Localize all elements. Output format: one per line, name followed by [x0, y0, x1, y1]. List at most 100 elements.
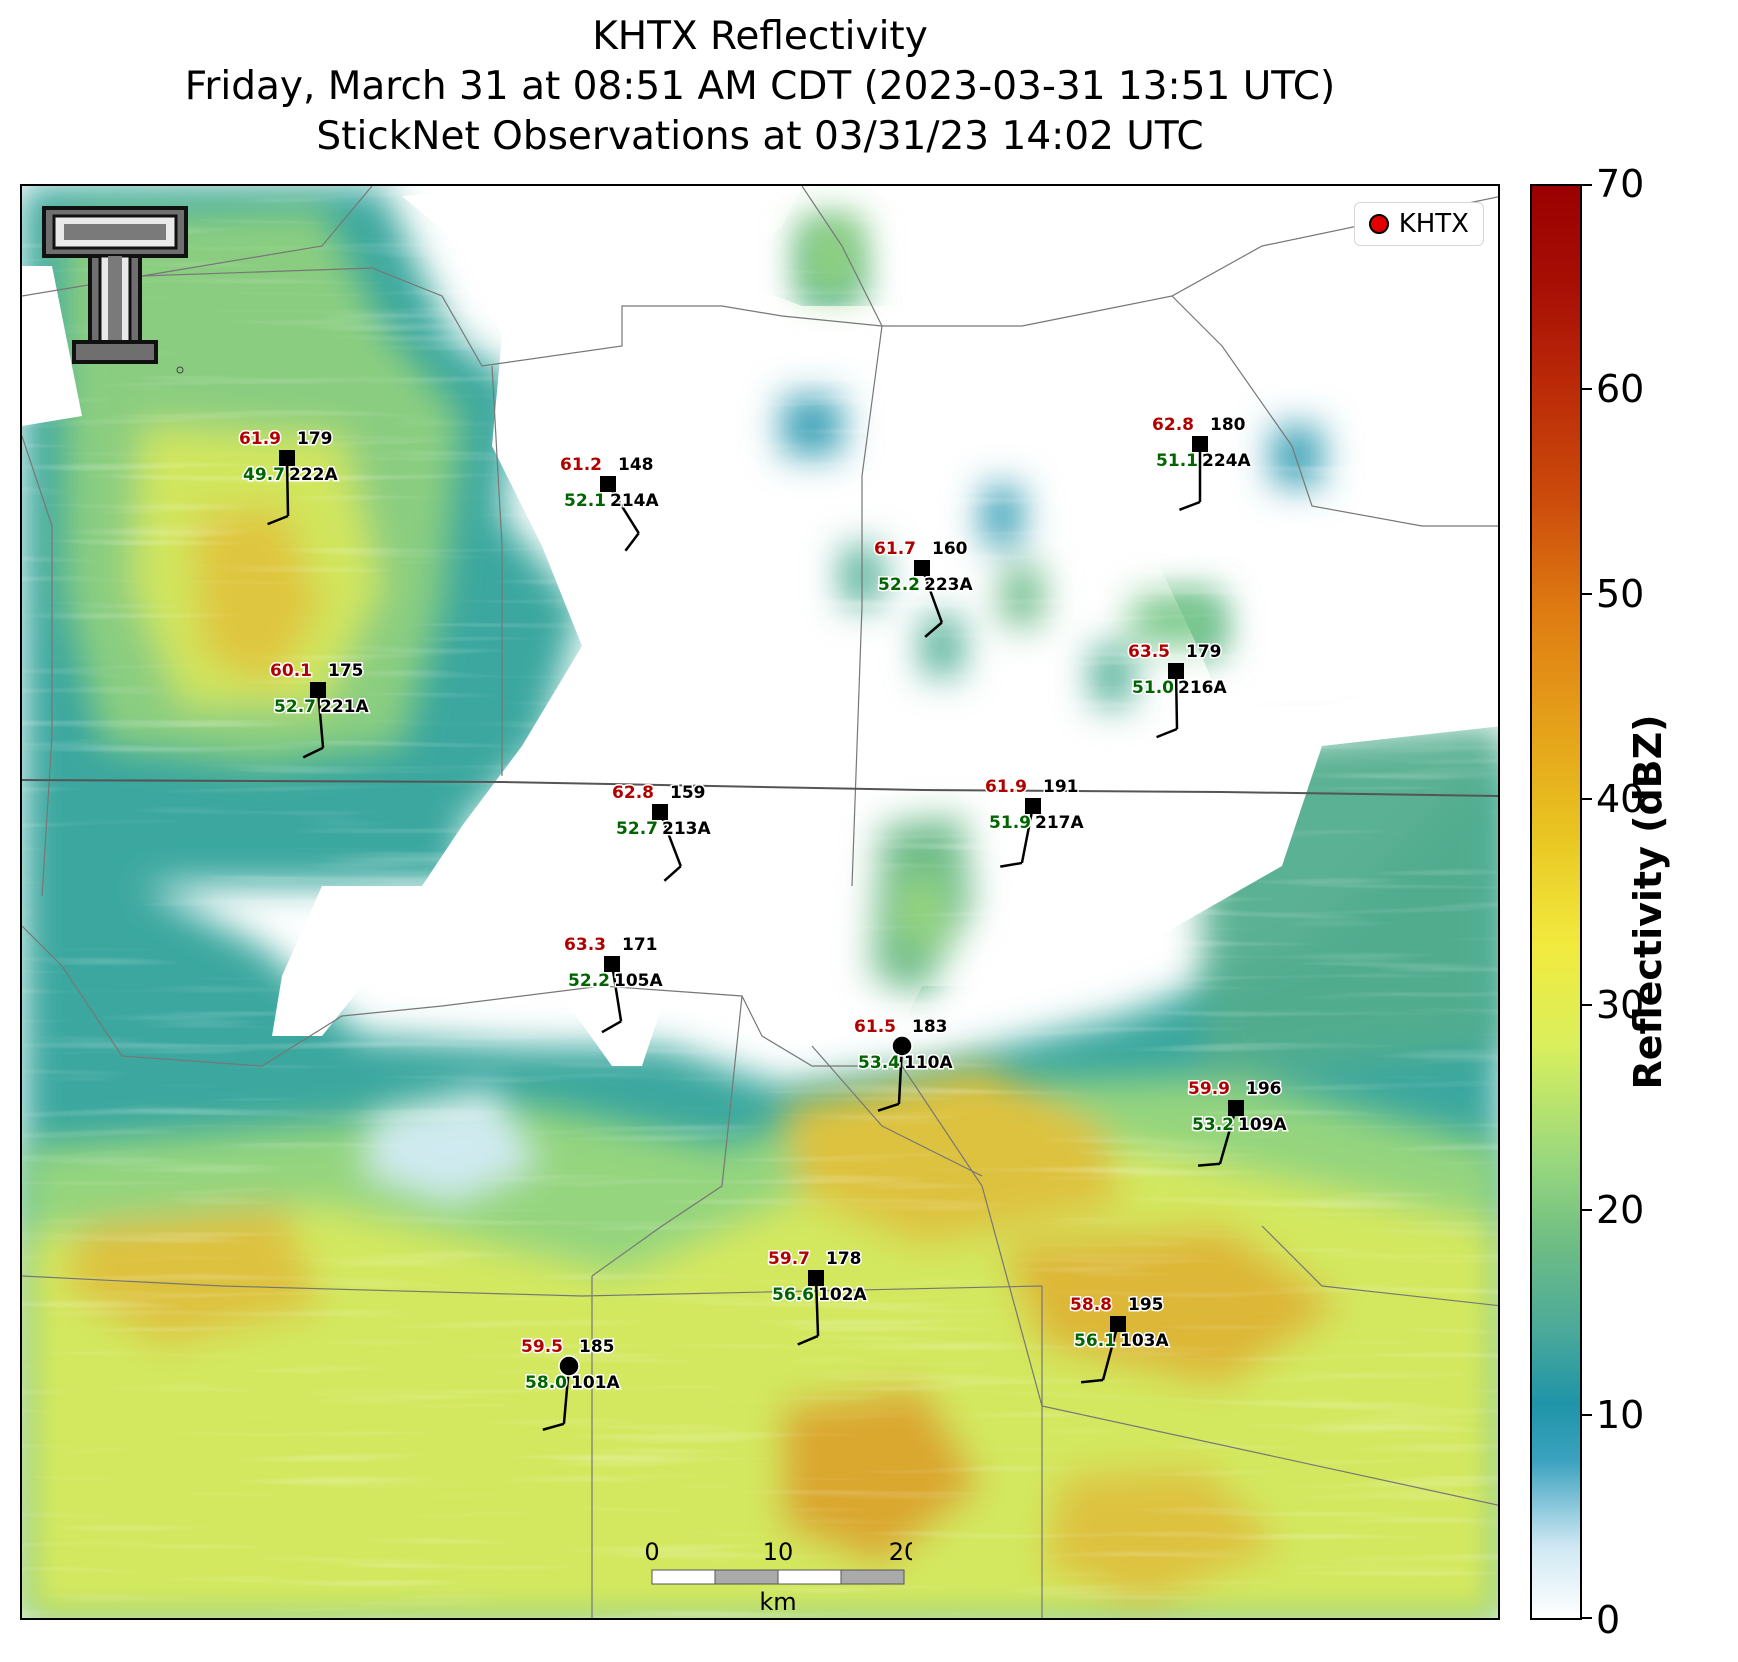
wind-barb-staff	[814, 1277, 820, 1337]
station-dewpoint: 52.7	[274, 697, 316, 717]
wind-barb-flag	[601, 1020, 622, 1034]
station-wind-direction: 171	[622, 935, 658, 955]
station-temperature: 61.2	[560, 455, 602, 475]
station-222A: 61.9 179 49.7 222A	[238, 428, 340, 526]
station-temperature: 62.8	[612, 783, 654, 803]
colorbar-tick-mark	[1582, 593, 1592, 596]
station-105A: 63.3 171 52.2 105A	[563, 934, 665, 1034]
station-dewpoint: 51.0	[1132, 678, 1174, 698]
station-wind-direction: 185	[579, 1337, 615, 1357]
station-id: 224A	[1202, 451, 1251, 471]
station-223A: 61.7 160 52.2 223A	[873, 538, 975, 638]
station-wind-direction: 179	[1186, 642, 1222, 662]
county-boundaries	[22, 186, 1498, 1618]
station-wind-direction: 148	[618, 455, 654, 475]
colorbar-tick-mark	[1582, 1413, 1592, 1416]
state-boundary	[22, 779, 1498, 797]
title-block: KHTX Reflectivity Friday, March 31 at 08…	[0, 12, 1520, 162]
station-dewpoint: 51.9	[989, 813, 1031, 833]
wind-barb-flag	[877, 1102, 900, 1112]
station-103A: 58.8 195 56.1 103A	[1069, 1294, 1171, 1384]
wind-barb-staff	[658, 811, 682, 867]
map-subtitle-obs: StickNet Observations at 03/31/23 14:02 …	[316, 114, 1204, 159]
station-marker-square-icon	[604, 956, 620, 972]
station-marker-square-icon	[1110, 1316, 1126, 1332]
station-dewpoint: 49.7	[243, 465, 285, 485]
wind-barb-flag	[1000, 861, 1023, 868]
colorbar-tick-label: 70	[1596, 162, 1645, 206]
station-dewpoint: 53.4	[858, 1053, 900, 1073]
colorbar: 0 10 20 30 40 50 60 70 Reflectivity (dBZ)	[1530, 165, 1738, 1639]
station-110A: 61.5 183 53.4 110A	[853, 1016, 955, 1112]
station-wind-direction: 159	[670, 783, 706, 803]
wind-barb-flag	[663, 865, 682, 882]
station-id: 216A	[1178, 678, 1227, 698]
station-temperature: 59.9	[1188, 1079, 1230, 1099]
wind-barb-flag	[302, 746, 324, 759]
scale-unit: km	[759, 1588, 796, 1616]
wind-barb-flag	[797, 1334, 819, 1346]
colorbar-tick-mark	[1582, 184, 1592, 186]
station-wind-direction: 180	[1210, 415, 1246, 435]
wind-barb-flag	[542, 1422, 565, 1431]
scale-tick-10: 10	[763, 1538, 794, 1566]
station-marker-circle-icon	[558, 1355, 580, 1377]
texas-tech-logo	[40, 204, 190, 384]
station-id: 101A	[571, 1373, 620, 1393]
wind-barb-flag	[1080, 1378, 1104, 1384]
station-id: 109A	[1238, 1115, 1287, 1135]
station-dewpoint: 56.1	[1074, 1331, 1116, 1351]
station-id: 103A	[1120, 1331, 1169, 1351]
station-marker-square-icon	[279, 450, 295, 466]
station-id: 110A	[904, 1053, 953, 1073]
station-marker-square-icon	[600, 476, 616, 492]
colorbar-tick-label: 30	[1596, 982, 1645, 1027]
station-213A: 62.8 159 52.7 213A	[611, 782, 713, 882]
station-temperature: 59.7	[768, 1249, 810, 1269]
wind-barb-staff	[1174, 670, 1179, 730]
wind-barb-staff	[1101, 1323, 1120, 1381]
station-temperature: 63.5	[1128, 642, 1170, 662]
station-109A: 59.9 196 53.2 109A	[1187, 1078, 1289, 1167]
station-temperature: 61.5	[854, 1017, 896, 1037]
station-marker-square-icon	[914, 560, 930, 576]
scale-bar: 0 10 20 km	[632, 1536, 912, 1616]
station-216A: 63.5 179 51.0 216A	[1127, 641, 1229, 739]
wind-barb-flag	[1178, 500, 1201, 511]
station-marker-square-icon	[310, 682, 326, 698]
scale-tick-0: 0	[644, 1538, 659, 1566]
colorbar-tick-mark	[1582, 1617, 1592, 1619]
station-102A: 59.7 178 56.6 102A	[767, 1248, 869, 1346]
colorbar-gradient	[1530, 184, 1582, 1620]
station-wind-direction: 195	[1128, 1295, 1164, 1315]
station-wind-direction: 191	[1043, 777, 1079, 797]
reflectivity-echoes	[22, 186, 1498, 1618]
colorbar-tick-label: 40	[1596, 777, 1645, 822]
wind-barb-staff	[606, 483, 640, 534]
station-temperature: 62.8	[1152, 415, 1194, 435]
station-marker-square-icon	[808, 1270, 824, 1286]
station-dewpoint: 52.2	[568, 971, 610, 991]
station-id: 217A	[1035, 813, 1084, 833]
station-id: 105A	[614, 971, 663, 991]
station-wind-direction: 196	[1246, 1079, 1282, 1099]
station-temperature: 61.7	[874, 539, 916, 559]
station-id: 214A	[610, 491, 659, 511]
station-temperature: 60.1	[270, 661, 312, 681]
station-wind-direction: 178	[826, 1249, 862, 1269]
map-subtitle-time: Friday, March 31 at 08:51 AM CDT (2023-0…	[184, 64, 1336, 109]
station-marker-circle-icon	[891, 1035, 913, 1057]
colorbar-tick-label: 0	[1596, 1598, 1621, 1642]
radar-site-marker-icon	[1368, 214, 1389, 234]
station-id: 223A	[924, 575, 973, 595]
wind-barb-flag	[624, 532, 640, 552]
station-214A: 61.2 148 52.1 214A	[559, 454, 661, 552]
map-legend: KHTX	[1353, 202, 1484, 246]
station-id: 221A	[320, 697, 369, 717]
station-temperature: 59.5	[521, 1337, 563, 1357]
station-temperature: 58.8	[1070, 1295, 1112, 1315]
colorbar-tick-mark	[1582, 798, 1592, 801]
wind-barb-staff	[285, 457, 290, 517]
wind-barb-flag	[1197, 1162, 1221, 1167]
wind-barb-flag	[267, 514, 289, 526]
